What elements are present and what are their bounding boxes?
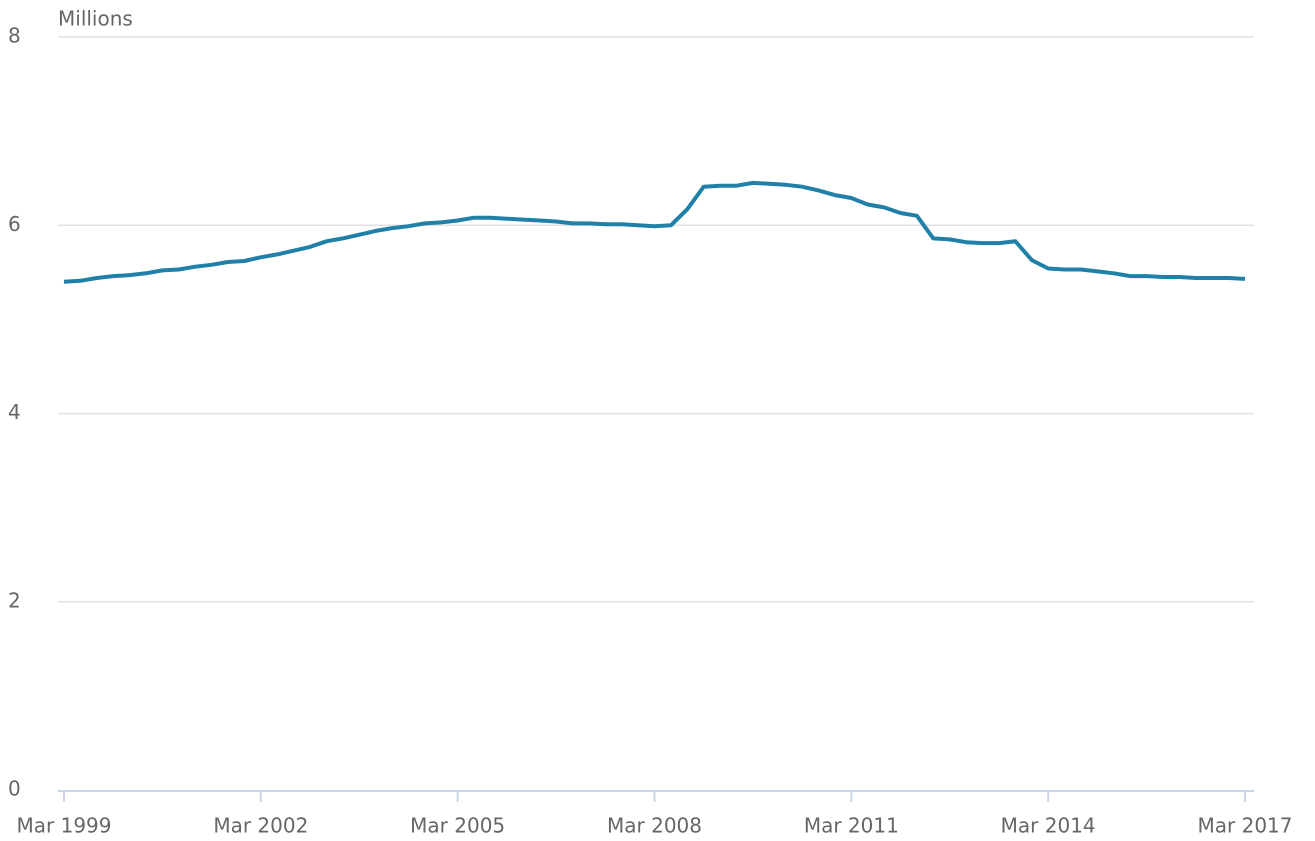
x-tick-label: Mar 2008 (607, 814, 702, 838)
y-tick-label: 6 (8, 212, 21, 236)
y-axis-label: Millions (58, 7, 133, 31)
x-tick-label: Mar 1999 (17, 814, 112, 838)
x-tick-label: Mar 2014 (1001, 814, 1096, 838)
x-tick-label: Mar 2005 (410, 814, 505, 838)
x-tick-label: Mar 2017 (1198, 814, 1293, 838)
y-tick-label: 0 (8, 777, 21, 801)
y-tick-label: 2 (8, 588, 21, 612)
x-tick-label: Mar 2011 (804, 814, 899, 838)
x-tick-label: Mar 2002 (213, 814, 308, 838)
line (63, 180, 1246, 284)
y-tick-label: 4 (8, 400, 21, 424)
y-tick-label: 8 (8, 24, 21, 48)
